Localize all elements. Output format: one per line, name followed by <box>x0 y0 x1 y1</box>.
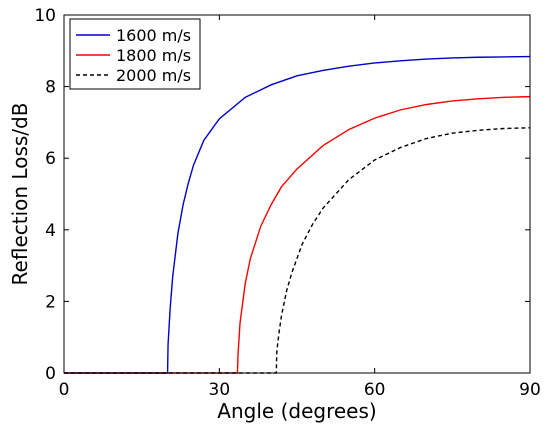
x-tick-label: 60 <box>364 380 386 400</box>
y-tick-label: 2 <box>45 292 56 312</box>
x-tick-label: 0 <box>59 380 70 400</box>
legend-box <box>69 18 201 90</box>
y-tick-label: 8 <box>45 78 56 98</box>
series-line-2000 <box>64 127 531 374</box>
y-axis-label: Reflection Loss/dB <box>8 103 32 286</box>
series-line-1600 <box>64 55 531 374</box>
y-tick-label: 4 <box>45 221 56 241</box>
legend-label-1600: 1600 m/s <box>116 26 191 45</box>
y-tick-label: 6 <box>45 149 56 169</box>
ticks-layer: 0 30 60 90 0 2 4 6 8 10 <box>34 6 540 400</box>
x-tick-label: 90 <box>519 380 541 400</box>
legend-label-1800: 1800 m/s <box>116 46 191 65</box>
y-tick-label: 10 <box>34 6 56 26</box>
x-axis-label: Angle (degrees) <box>217 399 376 423</box>
plot-frame <box>63 14 531 374</box>
x-tick-label: 30 <box>209 380 231 400</box>
legend: 1600 m/s 1800 m/s 2000 m/s <box>69 18 201 90</box>
legend-label-2000: 2000 m/s <box>116 66 191 85</box>
series-line-1800 <box>64 95 531 374</box>
y-tick-label: 0 <box>45 364 56 384</box>
series-layer <box>64 55 531 374</box>
